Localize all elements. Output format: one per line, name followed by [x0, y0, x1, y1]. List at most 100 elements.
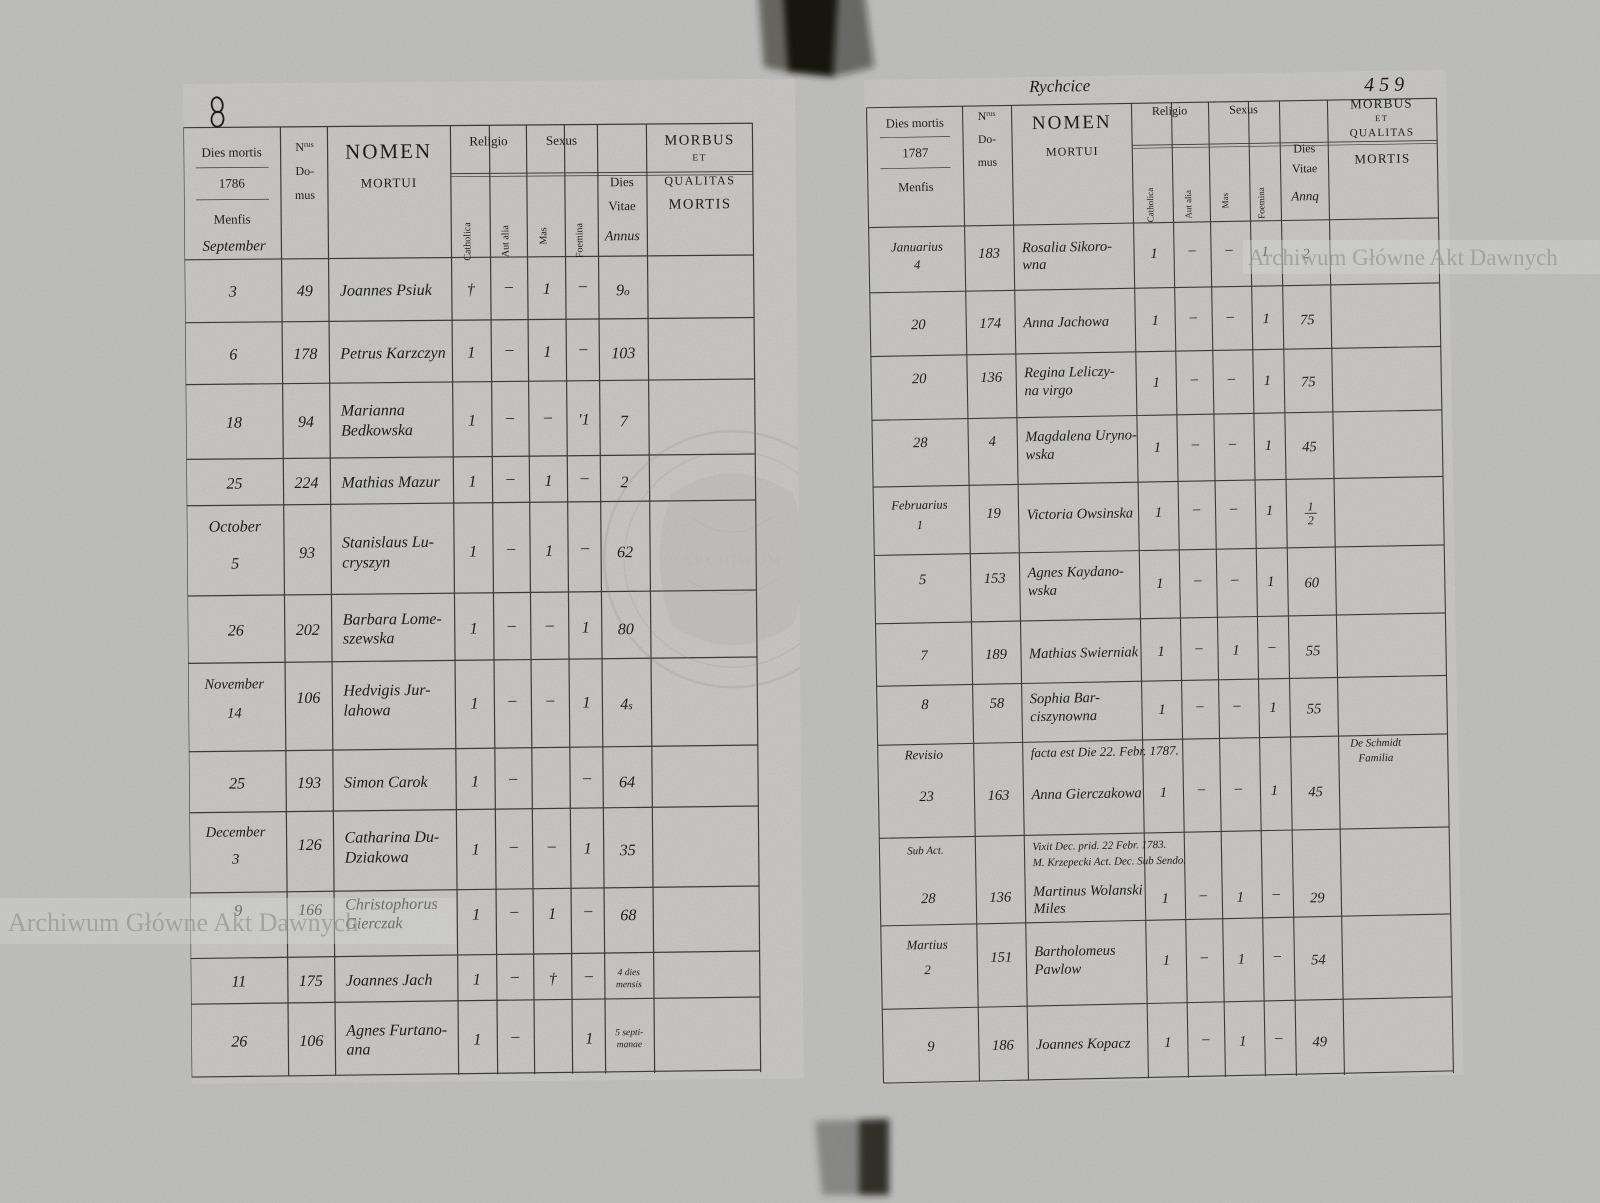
svg-text:–: – [508, 770, 518, 787]
svg-text:Dies mortis: Dies mortis [201, 144, 261, 160]
svg-text:1: 1 [472, 906, 480, 923]
svg-text:–: – [1192, 501, 1201, 517]
svg-text:–: – [509, 903, 519, 920]
svg-text:Religio: Religio [469, 133, 507, 148]
svg-text:Familia: Familia [1357, 752, 1394, 765]
svg-text:2: 2 [620, 474, 628, 491]
svg-text:–: – [584, 967, 594, 984]
svg-text:–: – [583, 902, 593, 919]
svg-text:–: – [504, 341, 514, 358]
svg-text:106: 106 [299, 1033, 323, 1050]
svg-text:4: 4 [914, 257, 921, 272]
svg-text:1: 1 [1155, 505, 1163, 521]
svg-text:55: 55 [1307, 701, 1322, 717]
svg-text:ET: ET [1375, 113, 1388, 123]
svg-text:178: 178 [293, 346, 317, 363]
svg-text:–: – [509, 838, 519, 855]
svg-text:–: – [1191, 436, 1200, 452]
svg-text:103: 103 [611, 345, 635, 362]
svg-text:175: 175 [299, 973, 323, 990]
svg-text:9: 9 [927, 1039, 935, 1055]
svg-text:–: – [1225, 309, 1234, 325]
svg-text:Mathias Mazur: Mathias Mazur [340, 474, 440, 492]
svg-text:–: – [1227, 371, 1236, 387]
svg-text:58: 58 [990, 696, 1006, 712]
svg-text:2: 2 [1302, 246, 1310, 262]
svg-text:Christophorus: Christophorus [345, 896, 438, 914]
svg-text:szewska: szewska [343, 630, 395, 647]
svg-text:1: 1 [1237, 889, 1245, 905]
svg-text:MORTIS: MORTIS [669, 196, 732, 213]
svg-text:126: 126 [298, 837, 322, 854]
svg-text:3: 3 [228, 284, 237, 301]
svg-text:Dies: Dies [610, 174, 634, 189]
svg-text:–: – [582, 769, 592, 786]
svg-text:1: 1 [582, 694, 590, 711]
svg-text:–: – [579, 469, 589, 486]
svg-text:28: 28 [913, 435, 929, 451]
svg-text:–: – [545, 692, 555, 709]
svg-text:Vitae: Vitae [1292, 161, 1318, 175]
svg-text:–: – [1224, 242, 1233, 258]
svg-text:1: 1 [1151, 313, 1159, 329]
svg-text:1: 1 [468, 473, 476, 490]
svg-text:Rosalia Sikoro-: Rosalia Sikoro- [1021, 239, 1113, 257]
svg-text:Dies mortis: Dies mortis [886, 116, 944, 131]
svg-text:–: – [505, 409, 515, 426]
svg-text:Hedvigis Jur-: Hedvigis Jur- [342, 682, 430, 700]
svg-text:1: 1 [468, 412, 476, 429]
svg-text:1: 1 [545, 543, 553, 560]
svg-text:ana: ana [346, 1041, 370, 1058]
svg-text:1: 1 [1261, 244, 1269, 260]
svg-text:–: – [1230, 572, 1239, 588]
svg-text:December: December [205, 824, 266, 841]
svg-text:1: 1 [470, 695, 478, 712]
svg-text:–: – [1199, 887, 1208, 903]
svg-text:Rychcice: Rychcice [1028, 76, 1091, 96]
svg-text:1: 1 [1307, 499, 1313, 513]
svg-text:Religio: Religio [1152, 103, 1188, 118]
svg-text:facta est Die 22. Febr. 1787.: facta est Die 22. Febr. 1787. [1031, 743, 1179, 761]
svg-text:–: – [1200, 949, 1209, 965]
svg-text:†: † [549, 971, 558, 988]
svg-text:De Schmidt: De Schmidt [1349, 737, 1402, 750]
svg-text:35: 35 [619, 842, 636, 859]
svg-text:–: – [580, 539, 590, 556]
svg-text:183: 183 [978, 246, 1000, 262]
svg-text:–: – [1193, 572, 1202, 588]
svg-text:–: – [510, 1028, 520, 1045]
svg-text:Miles: Miles [1032, 901, 1066, 918]
svg-text:manae: manae [617, 1040, 642, 1050]
svg-text:Sexus: Sexus [1229, 102, 1258, 117]
svg-text:Menfis: Menfis [898, 180, 934, 195]
svg-text:49: 49 [297, 283, 313, 300]
svg-text:26: 26 [228, 622, 244, 639]
svg-text:–: – [507, 617, 517, 634]
svg-text:–: – [1190, 371, 1199, 387]
svg-text:November: November [203, 676, 264, 693]
svg-text:64: 64 [619, 774, 635, 791]
svg-text:6: 6 [229, 347, 237, 364]
svg-text:1: 1 [1163, 953, 1171, 969]
svg-text:Simon Carok: Simon Carok [344, 774, 428, 792]
svg-text:–: – [505, 470, 515, 487]
svg-text:Marianna: Marianna [340, 402, 405, 420]
svg-text:Martius: Martius [905, 937, 947, 953]
svg-text:20: 20 [911, 317, 927, 333]
svg-text:Gierczak: Gierczak [345, 915, 403, 933]
svg-text:1: 1 [469, 543, 477, 560]
svg-text:9: 9 [234, 903, 242, 920]
svg-text:193: 193 [297, 775, 321, 792]
svg-text:25: 25 [229, 775, 245, 792]
svg-text:2: 2 [1308, 513, 1314, 527]
svg-text:Mathias Swierniak: Mathias Swierniak [1028, 644, 1139, 662]
svg-text:September: September [202, 238, 266, 255]
svg-text:1: 1 [467, 344, 475, 361]
svg-text:Annq: Annq [1290, 188, 1319, 204]
svg-text:MORTUI: MORTUI [1046, 144, 1099, 159]
svg-text:25: 25 [226, 475, 242, 492]
svg-text:153: 153 [984, 571, 1006, 587]
svg-text:45: 45 [1302, 439, 1317, 455]
svg-text:Joannes Kopacz: Joannes Kopacz [1036, 1035, 1131, 1053]
svg-text:–: – [1194, 640, 1203, 656]
